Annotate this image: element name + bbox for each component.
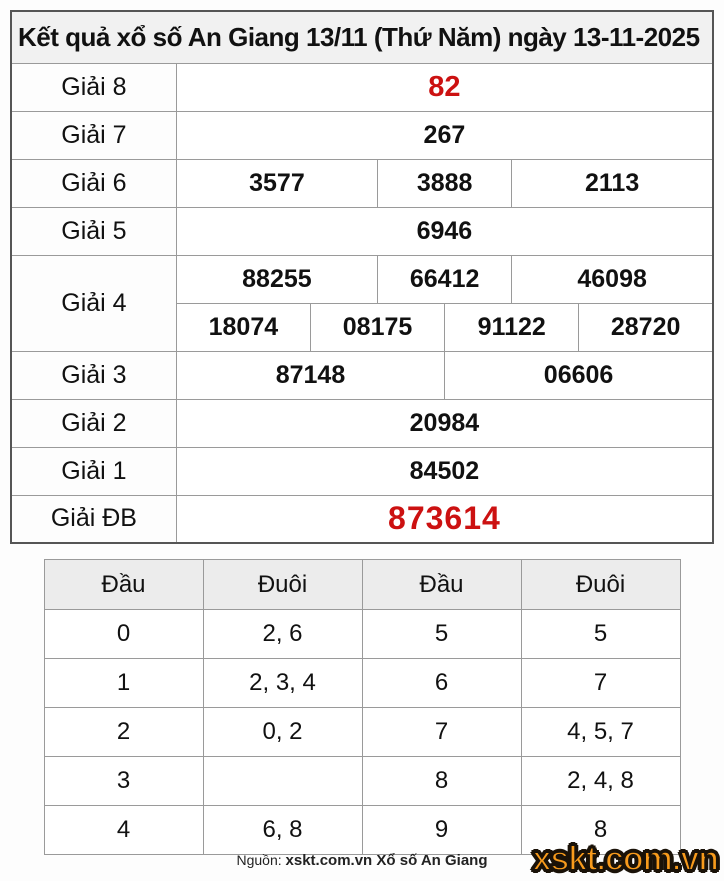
- source-name: xskt.com.vn Xổ số An Giang: [285, 852, 488, 869]
- head-cell: 3: [43, 756, 204, 806]
- head-cell: 5: [361, 609, 522, 659]
- head-tail-col-header: Đầu: [43, 559, 204, 610]
- head-cell: 2: [43, 707, 204, 757]
- prize-label: Giải 3: [10, 350, 177, 400]
- prize-row-gi-i-6: Giải 6 3577 3888 2113: [10, 158, 714, 208]
- prize-label: Giải 1: [10, 446, 177, 496]
- page-title: Kết quả xổ số An Giang 13/11 (Thứ Năm) n…: [10, 10, 714, 64]
- tail-cell: [202, 756, 363, 806]
- prize-number: 20984: [175, 398, 714, 448]
- head-cell: 0: [43, 609, 204, 659]
- tail-cell: 4, 5, 7: [520, 707, 681, 757]
- prize-row-gi-i-1: Giải 1 84502: [10, 446, 714, 496]
- tail-cell: 6, 8: [202, 805, 363, 855]
- tail-cell: 5: [520, 609, 681, 659]
- prize-number: 88255: [175, 254, 379, 304]
- tail-cell: 8: [520, 805, 681, 855]
- results-table: Kết quả xổ số An Giang 13/11 (Thứ Năm) n…: [10, 10, 714, 544]
- prize-number: 82: [175, 62, 714, 112]
- head-tail-col-header: Đuôi: [520, 559, 681, 610]
- prize-number: 2113: [511, 158, 714, 208]
- prize-row-gi-i-8: Giải 8 82: [10, 62, 714, 112]
- prize-number: 66412: [377, 254, 513, 304]
- prize-row-gi-i-3: Giải 3 87148 06606: [10, 350, 714, 400]
- prize-label: Giải 2: [10, 398, 177, 448]
- head-cell: 9: [361, 805, 522, 855]
- prize-number: 91122: [444, 302, 580, 352]
- prize-number: 06606: [444, 350, 714, 400]
- tail-cell: 2, 6: [202, 609, 363, 659]
- prize-label: Giải 8: [10, 62, 177, 112]
- prize-row-gi-i-b: Giải ĐB 873614: [10, 494, 714, 544]
- prize-number: 873614: [175, 494, 714, 544]
- prize-row-gi-i-2: Giải 2 20984: [10, 398, 714, 448]
- prize-label: Giải 4: [10, 254, 177, 352]
- head-tail-col-header: Đuôi: [202, 559, 363, 610]
- head-tail-table: Đầu Đuôi Đầu Đuôi 0 2, 6 5 5 1 2, 3, 4 6 7 2 0, 2 7 4,…: [43, 559, 681, 855]
- prize-row-gi-i-7: Giải 7 267: [10, 110, 714, 160]
- prize-number: 84502: [175, 446, 714, 496]
- prize-label: Giải 6: [10, 158, 177, 208]
- site-logo[interactable]: xskt.com.vn: [531, 839, 720, 879]
- prize-number: 87148: [175, 350, 446, 400]
- head-tail-col-header: Đầu: [361, 559, 522, 610]
- head-tail-row-3: 3 8 2, 4, 8: [43, 756, 681, 806]
- prize-label: Giải 7: [10, 110, 177, 160]
- tail-cell: 0, 2: [202, 707, 363, 757]
- prize-label: Giải ĐB: [10, 494, 177, 544]
- footer: Nguồn: xskt.com.vn Xổ số An Giang xskt.c…: [10, 839, 720, 881]
- prize-number: 08175: [309, 302, 446, 352]
- source-line: Nguồn: xskt.com.vn Xổ số An Giang: [10, 852, 714, 869]
- head-cell: 8: [361, 756, 522, 806]
- head-cell: 7: [361, 707, 522, 757]
- prize-number: 3577: [175, 158, 379, 208]
- head-cell: 4: [43, 805, 204, 855]
- prize-row-gi-i-4-1: Giải 4 88255 66412 46098: [10, 254, 714, 352]
- prize-number: 28720: [578, 302, 714, 352]
- prize-number: 6946: [175, 206, 714, 256]
- tail-cell: 2, 4, 8: [520, 756, 681, 806]
- title-row: Kết quả xổ số An Giang 13/11 (Thứ Năm) n…: [10, 10, 714, 64]
- tail-cell: 2, 3, 4: [202, 658, 363, 708]
- head-tail-row-2: 2 0, 2 7 4, 5, 7: [43, 707, 681, 757]
- head-cell: 6: [361, 658, 522, 708]
- source-prefix: Nguồn:: [236, 852, 282, 868]
- prize-number: 3888: [377, 158, 513, 208]
- prize-number: 267: [175, 110, 714, 160]
- head-tail-header-row: Đầu Đuôi Đầu Đuôi: [43, 559, 681, 610]
- prize-number: 46098: [511, 254, 714, 304]
- prize-number: 18074: [175, 302, 311, 352]
- prize-row-gi-i-5: Giải 5 6946: [10, 206, 714, 256]
- head-cell: 1: [43, 658, 204, 708]
- tail-cell: 7: [520, 658, 681, 708]
- prize-label: Giải 5: [10, 206, 177, 256]
